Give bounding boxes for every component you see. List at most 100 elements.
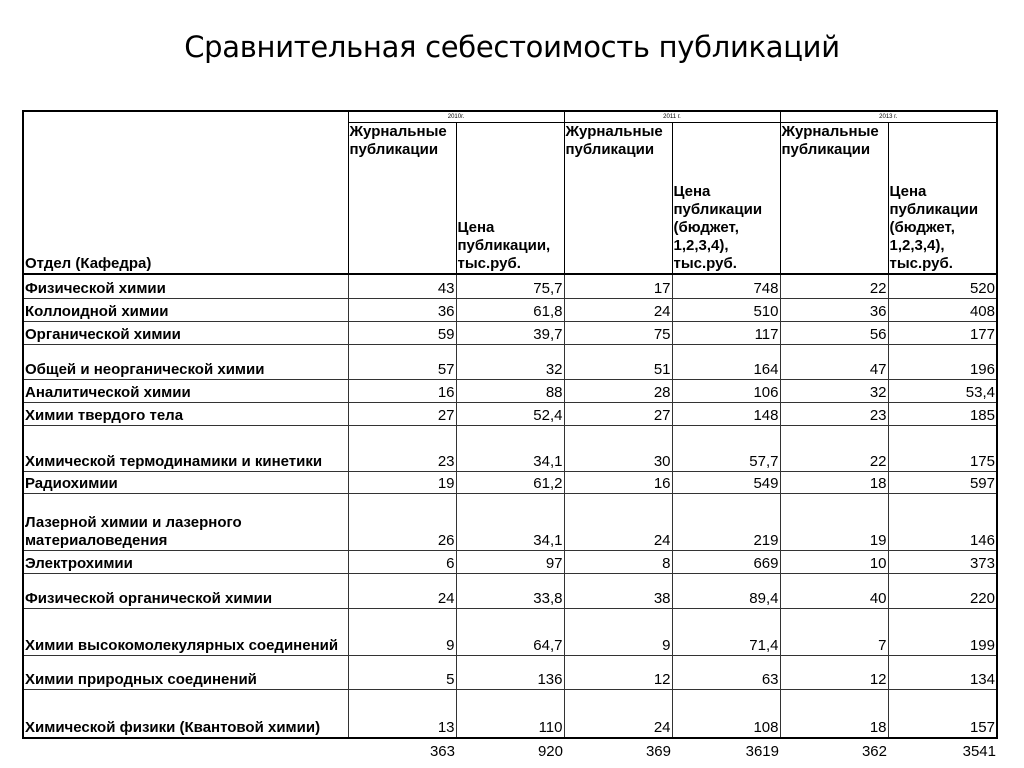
cell-value: 34,1 — [455, 492, 565, 551]
cell-value: 6 — [347, 549, 457, 574]
cell-value: 12 — [779, 654, 889, 690]
cell-value: 18 — [779, 688, 889, 739]
cell-value: 196 — [887, 343, 998, 380]
total-value: 3541 — [962, 743, 996, 760]
cell-value: 520 — [887, 273, 998, 299]
cell-value: 75,7 — [455, 273, 565, 299]
dept-name: Химии твердого тела — [22, 401, 348, 426]
cell-value: 63 — [671, 654, 781, 690]
cell-value: 219 — [671, 492, 781, 551]
cell-value: 36 — [779, 297, 889, 322]
cell-value: 8 — [563, 549, 673, 574]
cell-value: 175 — [887, 424, 998, 472]
cell-value: 7 — [779, 607, 889, 656]
cell-value: 148 — [671, 401, 781, 426]
col-header: Цена публикации (бюджет, 1,2,3,4), тыс.р… — [887, 122, 998, 275]
cell-value: 53,4 — [887, 378, 998, 403]
cell-value: 34,1 — [455, 424, 565, 472]
cell-value: 32 — [779, 378, 889, 403]
dept-name: Химии природных соединений — [22, 654, 348, 690]
cell-value: 12 — [563, 654, 673, 690]
cell-value: 57,7 — [671, 424, 781, 472]
cell-value: 19 — [779, 492, 889, 551]
dept-name: Коллоидной химии — [22, 297, 348, 322]
totals-blank — [23, 738, 348, 761]
cell-value: 199 — [887, 607, 998, 656]
cell-value: 23 — [779, 401, 889, 426]
cell-value: 597 — [887, 470, 998, 494]
cell-value: 510 — [671, 297, 781, 322]
cell-value: 36 — [347, 297, 457, 322]
cell-value: 5 — [347, 654, 457, 690]
dept-name: Физической органической химии — [22, 572, 348, 609]
total-value: 363 — [429, 743, 455, 760]
cell-value: 47 — [779, 343, 889, 380]
cell-value: 748 — [671, 273, 781, 299]
cell-value: 24 — [563, 297, 673, 322]
dept-name: Химии высокомолекулярных соединений — [22, 607, 348, 656]
cell-value: 24 — [563, 688, 673, 739]
col-header: Журнальные публикации — [779, 122, 889, 275]
slide-title: Сравнительная себестоимость публикаций — [184, 30, 840, 64]
col-header: Журнальные публикации — [563, 122, 673, 275]
year-2010: 2010г. — [347, 110, 565, 123]
cell-value: 134 — [887, 654, 998, 690]
cell-value: 9 — [347, 607, 457, 656]
total-value: 3619 — [745, 743, 779, 760]
col-header: Журнальные публикации — [347, 122, 457, 275]
cell-value: 43 — [347, 273, 457, 299]
cell-value: 26 — [347, 492, 457, 551]
table-row: Физической химии 43 75,7 17 748 22 520 — [22, 273, 998, 299]
dept-header: Отдел (Кафедра) — [22, 110, 348, 275]
table-row: Физической органической химии 24 33,8 38 89,… — [22, 572, 998, 609]
cell-value: 89,4 — [671, 572, 781, 609]
year-row: Отдел (Кафедра) 2010г. 2011 г. 2013 г. — [22, 110, 998, 275]
table-row: Химии твердого тела 27 52,4 27 148 23 185 — [22, 401, 998, 426]
cell-value: 40 — [779, 572, 889, 609]
cell-value: 108 — [671, 688, 781, 739]
cell-value: 22 — [779, 424, 889, 472]
cell-value: 18 — [779, 470, 889, 494]
cell-value: 57 — [347, 343, 457, 380]
cell-value: 27 — [563, 401, 673, 426]
cell-value: 16 — [347, 378, 457, 403]
cell-value: 136 — [455, 654, 565, 690]
cell-value: 157 — [887, 688, 998, 739]
table-row: Общей и неорганической химии 57 32 51 164 47 1… — [22, 343, 998, 380]
table-row: Химической физики (Квантовой химии) 13 110… — [22, 688, 998, 739]
column-header-row: Журнальные публикации Цена публикации, т… — [23, 122, 998, 275]
dept-name: Радиохимии — [22, 470, 348, 494]
cell-value: 373 — [887, 549, 998, 574]
cell-value: 16 — [563, 470, 673, 494]
table-row: Коллоидной химии 36 61,8 24 510 36 408 — [22, 297, 998, 322]
dept-name: Лазерной химии и лазерного материаловеде… — [22, 492, 348, 551]
cell-value: 669 — [671, 549, 781, 574]
cell-value: 88 — [455, 378, 565, 403]
cell-value: 32 — [455, 343, 565, 380]
cell-value: 39,7 — [455, 320, 565, 345]
cell-value: 146 — [887, 492, 998, 551]
total-value: 362 — [861, 743, 887, 760]
cell-value: 97 — [455, 549, 565, 574]
year-2011: 2011 г. — [563, 110, 781, 123]
cell-value: 61,8 — [455, 297, 565, 322]
cell-value: 220 — [887, 572, 998, 609]
cell-value: 38 — [563, 572, 673, 609]
cell-value: 185 — [887, 401, 998, 426]
cell-value: 33,8 — [455, 572, 565, 609]
cell-value: 56 — [779, 320, 889, 345]
cell-value: 23 — [347, 424, 457, 472]
table-row: Химической термодинамики и кинетики 23 34,… — [22, 424, 998, 472]
dept-name: Электрохимии — [22, 549, 348, 574]
cell-value: 17 — [563, 273, 673, 299]
table-row: Химии высокомолекулярных соединений 9 64,7… — [22, 607, 998, 656]
cell-value: 28 — [563, 378, 673, 403]
total-value: 920 — [537, 743, 563, 760]
cell-value: 71,4 — [671, 607, 781, 656]
cell-value: 61,2 — [455, 470, 565, 494]
table-row: Органической химии 59 39,7 75 117 56 177 — [22, 320, 998, 345]
dept-name: Общей и неорганической химии — [22, 343, 348, 380]
col-header: Цена публикации (бюджет, 1,2,3,4), тыс.р… — [671, 122, 781, 275]
cell-value: 27 — [347, 401, 457, 426]
cell-value: 13 — [347, 688, 457, 739]
